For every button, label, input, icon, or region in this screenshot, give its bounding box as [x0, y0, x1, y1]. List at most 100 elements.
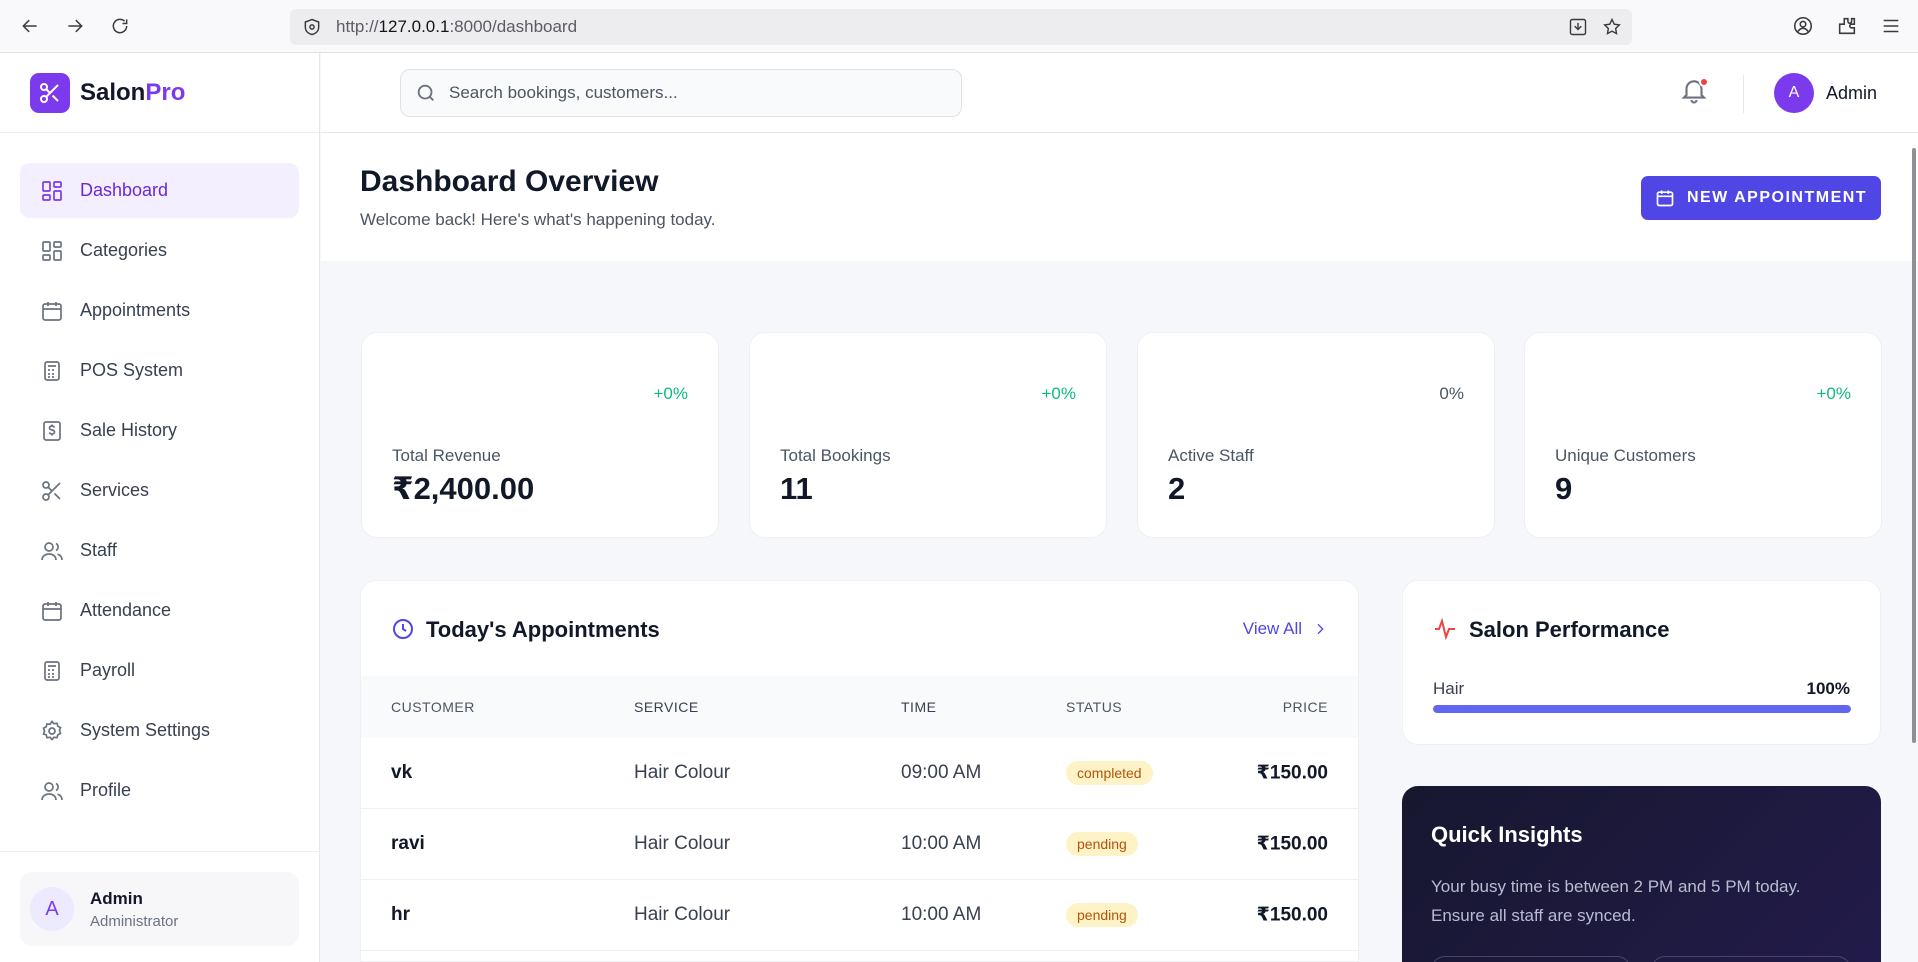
- cell-service: Hair Colour: [634, 904, 731, 925]
- view-all-link[interactable]: View All: [1243, 619, 1328, 639]
- stat-value: ₹2,400.00: [392, 471, 535, 506]
- sidebar-item-profile[interactable]: Profile: [20, 763, 299, 818]
- back-button[interactable]: [17, 13, 43, 39]
- sidebar-item-attendance[interactable]: Attendance: [20, 583, 299, 638]
- cell-time: 10:00 AM: [901, 904, 982, 925]
- avatar: A: [30, 887, 74, 931]
- stat-delta: 0%: [1439, 384, 1464, 403]
- table-row[interactable]: vk Hair Colour 09:00 AM completed ₹150.0…: [361, 738, 1358, 809]
- url-bar[interactable]: http://127.0.0.1:8000/dashboard: [290, 9, 1632, 45]
- users-icon: [41, 781, 63, 800]
- sidebar-item-label: Profile: [80, 780, 132, 800]
- sidebar-footer: A Admin Administrator: [0, 851, 320, 962]
- reload-icon: [112, 18, 128, 34]
- stat-delta: +0%: [1041, 384, 1077, 403]
- progress-track: [1433, 705, 1851, 713]
- dashboard-icon: [42, 180, 62, 201]
- chevron-right-icon: [1317, 623, 1324, 635]
- cell-customer: ravi: [391, 833, 425, 854]
- stat-label: Total Revenue: [392, 446, 501, 465]
- cell-price: ₹150.00: [1256, 833, 1328, 855]
- quick-insights-card: Quick Insights Your busy time is between…: [1402, 786, 1881, 962]
- stat-value: 11: [780, 471, 813, 506]
- table-row[interactable]: hr Hair Colour 10:00 AM pending ₹150.00: [361, 880, 1358, 951]
- view-all-label: View All: [1242, 619, 1302, 638]
- scrollbar[interactable]: [1912, 148, 1916, 743]
- stat-delta: +0%: [653, 384, 689, 403]
- sidebar-nav: Dashboard Categories Appointments POS Sy…: [20, 163, 299, 823]
- cell-customer: vk: [391, 762, 413, 783]
- brand[interactable]: SalonPro: [0, 53, 319, 133]
- sidebar-item-staff[interactable]: Staff: [20, 523, 299, 578]
- receipt-icon: [43, 420, 61, 441]
- forward-button[interactable]: [62, 13, 88, 39]
- sidebar-item-services[interactable]: Services: [20, 463, 299, 518]
- progress-fill: [1433, 705, 1851, 713]
- stat-label: Total Bookings: [780, 446, 891, 465]
- calculator-icon: [44, 660, 60, 681]
- column-header-price: PRICE: [1282, 699, 1328, 715]
- insights-action-button[interactable]: [1651, 956, 1851, 962]
- new-appointment-button[interactable]: NEW APPOINTMENT: [1641, 176, 1881, 220]
- calculator-icon: [44, 360, 60, 381]
- grid-icon: [42, 240, 62, 261]
- user-menu[interactable]: A Admin: [1774, 73, 1877, 113]
- sidebar-item-categories[interactable]: Categories: [20, 223, 299, 278]
- stat-card-revenue: +0% Total Revenue ₹2,400.00: [361, 332, 719, 538]
- insights-text: Your busy time is between 2 PM and 5 PM …: [1431, 877, 1801, 925]
- user-card[interactable]: A Admin Administrator: [20, 872, 299, 946]
- page-subtitle: Welcome back! Here's what's happening to…: [360, 210, 716, 229]
- new-appointment-label: NEW APPOINTMENT: [1686, 189, 1868, 206]
- stat-card-staff: 0% Active Staff 2: [1137, 332, 1495, 538]
- insights-action-button[interactable]: [1431, 956, 1631, 962]
- browser-toolbar: http://127.0.0.1:8000/dashboard: [0, 0, 1918, 53]
- users-icon: [41, 541, 63, 560]
- divider: [1743, 75, 1744, 113]
- cell-price: ₹150.00: [1256, 904, 1328, 926]
- calendar-icon: [1656, 190, 1674, 207]
- performance-value: 100%: [1806, 679, 1850, 698]
- user-name: Admin: [90, 888, 143, 908]
- sidebar-item-label: Appointments: [80, 300, 191, 320]
- table-row[interactable]: ravi Hair Colour 10:00 AM pending ₹150.0…: [361, 809, 1358, 880]
- calendar-icon: [42, 601, 62, 621]
- sidebar-item-payroll[interactable]: Payroll: [20, 643, 299, 698]
- sidebar: SalonPro Dashboard Categories Appointmen…: [0, 53, 320, 962]
- cell-customer: hr: [391, 904, 410, 925]
- sidebar-item-label: Dashboard: [80, 180, 169, 200]
- star-icon[interactable]: [1602, 17, 1622, 37]
- url-text: http://127.0.0.1:8000/dashboard: [336, 17, 578, 36]
- scissors-icon: [40, 82, 59, 103]
- sidebar-item-appointments[interactable]: Appointments: [20, 283, 299, 338]
- sidebar-item-label: Attendance: [80, 600, 172, 620]
- search-input[interactable]: [449, 83, 929, 103]
- sidebar-item-label: POS System: [80, 360, 184, 380]
- topbar: A Admin: [321, 53, 1918, 133]
- search-box[interactable]: [400, 69, 962, 117]
- cell-time: 10:00 AM: [901, 833, 982, 854]
- user-role: Administrator: [90, 912, 179, 930]
- status-badge: pending: [1066, 903, 1138, 927]
- todays-appointments-card: Today's Appointments View All CUSTOMER S…: [360, 580, 1359, 962]
- reload-button[interactable]: [107, 13, 133, 39]
- sidebar-item-dashboard[interactable]: Dashboard: [20, 163, 299, 218]
- notifications-button[interactable]: [1679, 75, 1715, 111]
- card-title: Quick Insights: [1431, 822, 1583, 847]
- shield-icon: [304, 18, 320, 36]
- card-title: Today's Appointments: [426, 617, 660, 642]
- sidebar-item-label: Payroll: [80, 660, 136, 680]
- card-title: Salon Performance: [1469, 617, 1670, 642]
- sidebar-item-sale-history[interactable]: Sale History: [20, 403, 299, 458]
- sidebar-item-pos-system[interactable]: POS System: [20, 343, 299, 398]
- sidebar-item-system-settings[interactable]: System Settings: [20, 703, 299, 758]
- download-icon[interactable]: [1568, 17, 1588, 37]
- sidebar-item-label: Staff: [80, 540, 117, 560]
- extensions-icon[interactable]: [1836, 15, 1858, 37]
- stat-value: 2: [1168, 471, 1186, 506]
- account-icon[interactable]: [1792, 15, 1814, 37]
- menu-icon[interactable]: [1880, 15, 1902, 37]
- stat-delta: +0%: [1816, 384, 1852, 403]
- notification-dot: [1699, 77, 1709, 87]
- sidebar-item-label: System Settings: [80, 720, 211, 740]
- bell-icon: [1681, 80, 1707, 104]
